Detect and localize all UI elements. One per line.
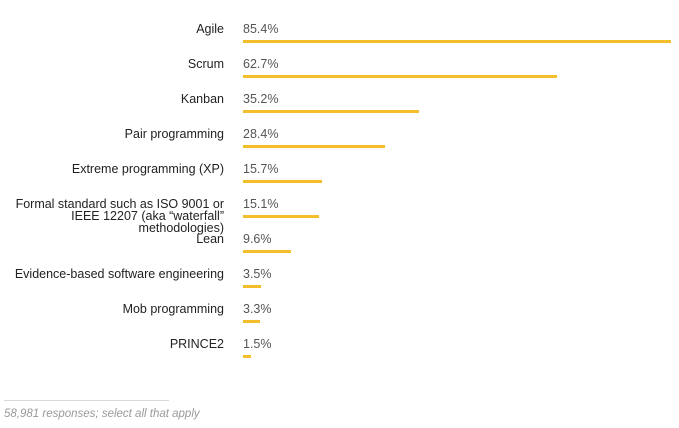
value-label: 62.7% (243, 57, 279, 71)
bar (243, 215, 319, 218)
category-label: Extreme programming (XP) (71, 162, 224, 176)
bar (243, 75, 558, 78)
value-label: 1.5% (243, 337, 272, 351)
category-label: Lean (196, 232, 224, 246)
category-label: Evidence-based software engineering (14, 267, 224, 281)
category-label: Mob programming (122, 302, 224, 316)
value-label: 35.2% (243, 92, 279, 106)
bar (243, 320, 260, 323)
bar (243, 180, 322, 183)
category-label: Pair programming (124, 127, 224, 141)
category-label: Agile (196, 22, 224, 36)
value-label: 28.4% (243, 127, 279, 141)
category-label: Kanban (180, 92, 224, 106)
value-label: 9.6% (243, 232, 272, 246)
bar (243, 145, 386, 148)
bar (243, 110, 420, 113)
footnote-text: 58,981 responses; select all that apply (4, 408, 200, 420)
category-label: Formal standard such as ISO 9001 or IEEE… (15, 197, 224, 235)
bar (243, 40, 671, 43)
value-label: 15.1% (243, 197, 279, 211)
footnote-divider (4, 400, 169, 401)
bar (243, 285, 261, 288)
category-label: PRINCE2 (169, 337, 224, 351)
category-label: Scrum (187, 57, 224, 71)
value-label: 15.7% (243, 162, 279, 176)
bar (243, 250, 292, 253)
bar (243, 355, 251, 358)
value-label: 3.3% (243, 302, 272, 316)
value-label: 85.4% (243, 22, 279, 36)
value-label: 3.5% (243, 267, 272, 281)
